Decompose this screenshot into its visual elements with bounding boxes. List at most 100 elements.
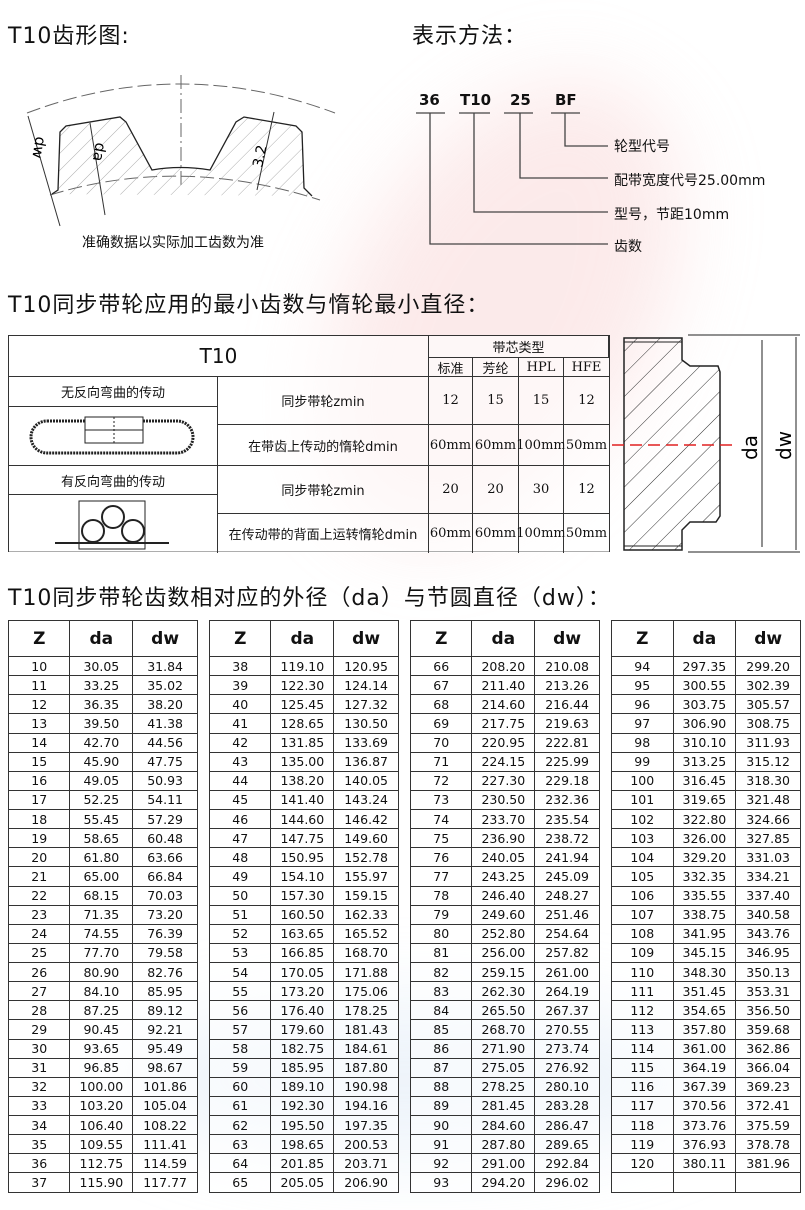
cell-z: 37 xyxy=(7,1172,71,1193)
cell-da: 182.75 xyxy=(270,1038,335,1059)
table-row: 101 319.65 321.48 xyxy=(611,789,801,811)
table-row: 89 281.45 283.28 xyxy=(409,1095,600,1117)
table-row: 119 376.93 378.78 xyxy=(611,1134,801,1155)
cell-da: 122.30 xyxy=(270,675,335,696)
cell-dw: 124.14 xyxy=(333,675,399,696)
cell-dw: 334.21 xyxy=(735,866,801,887)
cell-dw: 369.23 xyxy=(735,1076,801,1097)
column-header-z: Z xyxy=(7,620,71,657)
cell-z: 95 xyxy=(611,675,674,696)
cell-dw: 92.21 xyxy=(132,1019,198,1040)
cell-z: 26 xyxy=(7,961,71,983)
cell-z: 16 xyxy=(7,770,71,791)
cell-da: 106.40 xyxy=(69,1114,134,1136)
cell-dw: 315.12 xyxy=(735,751,801,772)
reverse-bend-drawing xyxy=(9,495,218,553)
cell-z: 78 xyxy=(409,885,473,906)
cell-z: 42 xyxy=(208,732,272,753)
table-row: 51 160.50 162.33 xyxy=(208,904,399,925)
column-header-z: Z xyxy=(208,620,272,657)
cell-da: 329.20 xyxy=(672,847,737,868)
cell-dw: 38.20 xyxy=(132,694,198,715)
cell-z: 56 xyxy=(208,1000,272,1021)
table-row: 99 313.25 315.12 xyxy=(611,751,801,772)
cell-z: 66 xyxy=(409,655,473,677)
cell-da: 262.30 xyxy=(471,981,536,1002)
cell-dw: 343.76 xyxy=(735,923,801,944)
cell-da: 310.10 xyxy=(672,732,737,753)
table-row: 20 61.80 63.66 xyxy=(7,847,198,868)
table-row: 28 87.25 89.12 xyxy=(7,1000,198,1021)
cell-z: 15 xyxy=(7,751,71,772)
cell-da: 58.65 xyxy=(69,828,134,849)
cell-z: 44 xyxy=(208,770,272,791)
cell-da: 246.40 xyxy=(471,885,536,906)
table-row: 53 166.85 168.70 xyxy=(208,942,399,964)
cell-dw: 190.98 xyxy=(333,1076,399,1097)
cell-da: 173.20 xyxy=(270,981,335,1002)
cell-dw: 225.99 xyxy=(534,751,600,772)
dw-label: dw xyxy=(28,135,50,160)
cell-dw: 60.48 xyxy=(132,828,198,849)
table-row: 79 249.60 251.46 xyxy=(409,904,600,925)
column-header-da: da xyxy=(270,620,335,657)
cell-dw: 159.15 xyxy=(333,885,399,906)
cell-z: 31 xyxy=(7,1057,71,1078)
cell-dw: 89.12 xyxy=(132,1000,198,1021)
table-row: 42 131.85 133.69 xyxy=(208,732,399,753)
cell-dw: 133.69 xyxy=(333,732,399,753)
model-header: T10 xyxy=(9,336,429,377)
cell-dw: 245.09 xyxy=(534,866,600,887)
cell-dw: 302.39 xyxy=(735,675,801,696)
row-label: 在传动带的背面上运转惰轮dmin xyxy=(218,514,429,553)
cell-da: 39.50 xyxy=(69,713,134,734)
cell-z: 60 xyxy=(208,1076,272,1097)
cell-z: 19 xyxy=(7,828,71,849)
table-row: 10 30.05 31.84 xyxy=(7,655,198,677)
cell-z: 40 xyxy=(208,694,272,715)
min-teeth-table: T10 带芯类型 标准 芳纶 HPL HFE 无反向弯曲的传动 同步带轮zmin… xyxy=(8,335,610,553)
cell-da: 157.30 xyxy=(270,885,335,906)
table-row: 58 182.75 184.61 xyxy=(208,1038,399,1059)
cell-dw: 127.32 xyxy=(333,694,399,715)
table-row: 80 252.80 254.64 xyxy=(409,923,600,944)
cell-da: 291.00 xyxy=(471,1153,536,1174)
table-row: 57 179.60 181.43 xyxy=(208,1019,399,1040)
table-row: 25 77.70 79.58 xyxy=(7,942,198,964)
cell-dw: 261.00 xyxy=(534,961,600,983)
value-cell: 60mm xyxy=(429,425,473,466)
cell-z: 113 xyxy=(611,1019,674,1040)
cell-dw: 346.95 xyxy=(735,942,801,964)
table-row: 98 310.10 311.93 xyxy=(611,732,801,753)
cell-z: 10 xyxy=(7,655,71,677)
cell-da: 224.15 xyxy=(471,751,536,772)
tooth-profile-drawing: dw da 3.2 xyxy=(26,75,336,227)
table-row: 63 198.65 200.53 xyxy=(208,1134,399,1155)
cell-dw: 299.20 xyxy=(735,655,801,677)
cell-da: 220.95 xyxy=(471,732,536,753)
cell-dw: 276.92 xyxy=(534,1057,600,1078)
cell-da: 90.45 xyxy=(69,1019,134,1040)
cell-z: 106 xyxy=(611,885,674,906)
cell-z: 116 xyxy=(611,1076,674,1097)
cell-dw: 105.04 xyxy=(132,1095,198,1117)
cell-dw: 63.66 xyxy=(132,847,198,868)
table-row: 40 125.45 127.32 xyxy=(208,694,399,715)
cell-dw: 311.93 xyxy=(735,732,801,753)
cell-z: 87 xyxy=(409,1057,473,1078)
cell-dw: 238.72 xyxy=(534,828,600,849)
value-cell: 20 xyxy=(429,466,473,514)
column-header-da: da xyxy=(471,620,536,657)
core-type-header: 带芯类型 xyxy=(429,336,609,358)
cell-da: 268.70 xyxy=(471,1019,536,1040)
cell-dw: 283.28 xyxy=(534,1095,600,1117)
cell-da: 96.85 xyxy=(69,1057,134,1078)
cell-z: 118 xyxy=(611,1114,674,1136)
cell-da: 112.75 xyxy=(69,1153,134,1174)
row-label: 同步带轮zmin xyxy=(218,377,429,425)
cell-da: 68.15 xyxy=(69,885,134,906)
cell-dw: 152.78 xyxy=(333,847,399,868)
cell-z: 114 xyxy=(611,1038,674,1059)
cell-dw: 200.53 xyxy=(333,1134,399,1155)
